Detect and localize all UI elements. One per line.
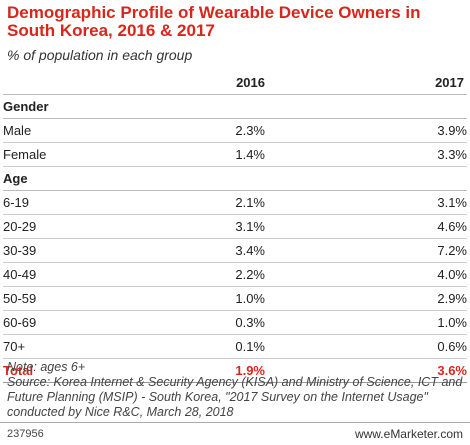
value-2016: 2.1% xyxy=(173,190,265,215)
table-row: 60-69 0.3% 1.0% xyxy=(3,310,467,335)
value-2017: 2.9% xyxy=(265,286,467,311)
chart-id: 237956 xyxy=(7,428,44,440)
row-label: 50-59 xyxy=(3,286,173,311)
value-2016: 1.4% xyxy=(173,142,265,167)
row-label: 70+ xyxy=(3,334,173,359)
section-header-row: Age xyxy=(3,166,467,191)
row-label: 30-39 xyxy=(3,238,173,263)
value-2016: 3.4% xyxy=(173,238,265,263)
table-row: 50-59 1.0% 2.9% xyxy=(3,286,467,311)
value-2017: 3.1% xyxy=(265,190,467,215)
chart-note: Note: ages 6+ xyxy=(7,360,86,374)
table-row: 6-19 2.1% 3.1% xyxy=(3,190,467,215)
value-2016: 1.0% xyxy=(173,286,265,311)
row-label: 6-19 xyxy=(3,190,173,215)
notes: Note: ages 6+ Source: Korea Internet & S… xyxy=(7,360,463,420)
section-label: Age xyxy=(3,166,173,191)
value-2017: 4.0% xyxy=(265,262,467,287)
column-header-2017: 2017 xyxy=(265,71,467,95)
total-value-2017: 3.6% xyxy=(265,358,467,383)
chart-subtitle: % of population in each group xyxy=(7,47,193,63)
section-blank-2017 xyxy=(265,94,467,119)
table-body: Gender Male 2.3% 3.9% Female 1.4% 3.3% Age 6-19 2… xyxy=(3,94,467,383)
label-column-header xyxy=(3,71,173,95)
value-2016: 2.2% xyxy=(173,262,265,287)
section-label: Gender xyxy=(3,94,173,119)
row-label: 20-29 xyxy=(3,214,173,239)
table-row: 20-29 3.1% 4.6% xyxy=(3,214,467,239)
value-2016: 0.1% xyxy=(173,334,265,359)
value-2017: 1.0% xyxy=(265,310,467,335)
brand-logo[interactable]: www.eMarketer.com xyxy=(354,427,463,441)
row-label: Male xyxy=(3,118,173,143)
value-2016: 3.1% xyxy=(173,214,265,239)
value-2017: 3.3% xyxy=(265,142,467,167)
value-2017: 7.2% xyxy=(265,238,467,263)
table-row: Male 2.3% 3.9% xyxy=(3,118,467,143)
row-label: 60-69 xyxy=(3,310,173,335)
value-2016: 2.3% xyxy=(173,118,265,143)
chart-source: Source: Korea Internet & Security Agency… xyxy=(7,375,463,419)
total-label: Total xyxy=(3,358,173,383)
section-blank-2016 xyxy=(173,166,265,191)
column-header-row: 2016 2017 xyxy=(3,71,467,95)
table-row: 30-39 3.4% 7.2% xyxy=(3,238,467,263)
table-row: Female 1.4% 3.3% xyxy=(3,142,467,167)
footer: 237956 www.eMarketer.com xyxy=(0,422,470,445)
total-row: Total 1.9% 3.6% xyxy=(3,358,467,383)
value-2017: 4.6% xyxy=(265,214,467,239)
section-blank-2016 xyxy=(173,94,265,119)
total-value-2016: 1.9% xyxy=(173,358,265,383)
table-row: 40-49 2.2% 4.0% xyxy=(3,262,467,287)
section-header-row: Gender xyxy=(3,94,467,119)
row-label: Female xyxy=(3,142,173,167)
value-2016: 0.3% xyxy=(173,310,265,335)
table-row: 70+ 0.1% 0.6% xyxy=(3,334,467,359)
section-blank-2017 xyxy=(265,166,467,191)
column-header-2016: 2016 xyxy=(173,71,265,95)
chart-title: Demographic Profile of Wearable Device O… xyxy=(7,3,421,40)
row-label: 40-49 xyxy=(3,262,173,287)
value-2017: 0.6% xyxy=(265,334,467,359)
data-table: 2016 2017 Gender Male 2.3% 3.9% Female 1.4% 3.… xyxy=(3,71,467,383)
value-2017: 3.9% xyxy=(265,118,467,143)
